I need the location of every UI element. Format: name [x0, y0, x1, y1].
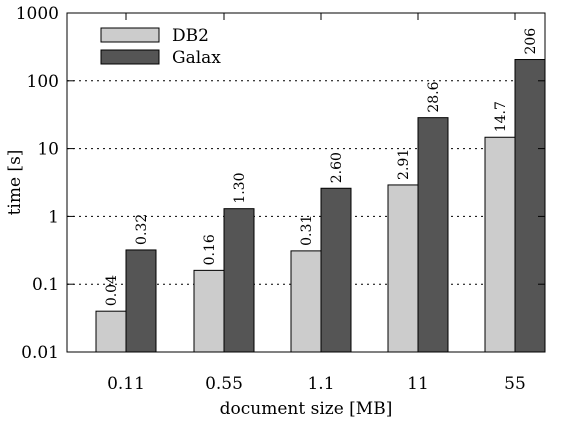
- legend-swatch: [100, 27, 160, 43]
- data-label: 0.31: [299, 215, 315, 246]
- legend-label: Galax: [172, 48, 221, 68]
- plot-frame: [66, 12, 546, 353]
- x-tick-label: 0.11: [107, 374, 145, 394]
- y-tick-label: 1000: [16, 4, 59, 24]
- legend-label: DB2: [172, 26, 209, 46]
- x-axis-title: document size [MB]: [220, 399, 393, 419]
- y-axis-title: time [s]: [5, 150, 25, 216]
- bar-galax-11: [417, 117, 449, 353]
- x-tick-label: 1.1: [307, 374, 334, 394]
- data-labels: 0.04 0.32 0.16 1.30 0.31 2.60 2.91 28.6 14.7 206: [104, 28, 539, 306]
- data-label: 1.30: [232, 173, 248, 204]
- y-tick-label: 10: [37, 140, 59, 160]
- data-label: 2.91: [396, 149, 412, 180]
- bar-galax-0.55: [223, 208, 255, 353]
- data-label: 2.60: [329, 152, 345, 183]
- y-tick-label: 0.1: [32, 275, 59, 295]
- bar-galax-1.1: [320, 187, 352, 353]
- x-tick-label: 0.55: [205, 374, 243, 394]
- data-label: 206: [523, 28, 539, 55]
- bar-db2-0.55: [193, 269, 225, 353]
- bar-db2-1.1: [290, 250, 322, 353]
- bar-db2-11: [387, 184, 419, 353]
- bar-galax-0.11: [125, 249, 157, 353]
- y-tick-label: 100: [27, 72, 59, 92]
- bar-db2-55: [484, 136, 516, 353]
- legend-swatch: [100, 49, 160, 65]
- bar-galax-55: [514, 59, 546, 353]
- bars: [95, 59, 546, 353]
- x-tick-label: 55: [504, 374, 526, 394]
- data-label: 0.16: [202, 234, 218, 265]
- x-tick-label: 11: [407, 374, 429, 394]
- y-tick-label: 1: [48, 207, 59, 227]
- data-label: 0.32: [134, 214, 150, 245]
- data-label: 0.04: [104, 275, 120, 306]
- bar-db2-0.11: [95, 310, 127, 353]
- data-label: 14.7: [493, 101, 509, 132]
- y-tick-label: 0.01: [21, 343, 59, 363]
- data-label: 28.6: [426, 81, 442, 112]
